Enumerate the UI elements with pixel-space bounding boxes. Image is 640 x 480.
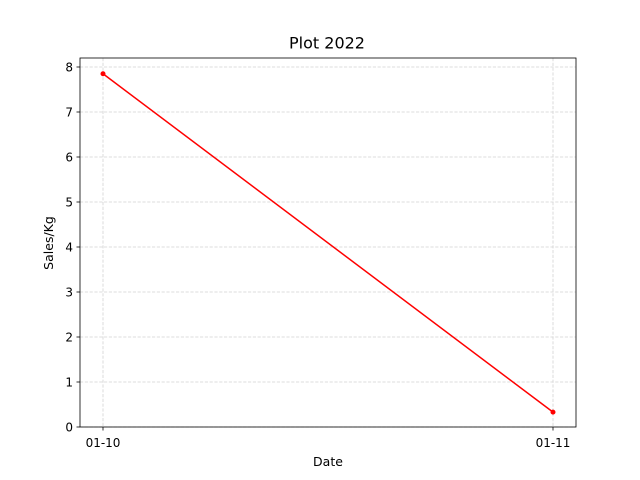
x-axis-label: Date [313, 454, 343, 469]
y-tick-label: 2 [65, 330, 73, 344]
data-point [550, 409, 556, 415]
y-tick-label: 4 [65, 240, 73, 254]
y-tick-label: 7 [65, 105, 73, 119]
y-tick-label: 3 [65, 285, 73, 299]
data-point [100, 71, 106, 77]
y-axis-label: Sales/Kg [41, 216, 56, 270]
y-tick-label: 0 [65, 420, 73, 434]
plot-frame [79, 57, 577, 428]
axes-group: 0 1 2 3 4 5 6 7 8 01-10 01-11 [65, 57, 577, 450]
series-group [100, 71, 556, 415]
y-tick-label: 6 [65, 150, 73, 164]
x-tick-label: 01-10 [86, 436, 121, 450]
x-tick-label: 01-11 [536, 436, 571, 450]
grid-lines [80, 58, 576, 428]
chart-title: Plot 2022 [289, 34, 365, 53]
series-line [102, 73, 554, 413]
y-tick-label: 8 [65, 60, 73, 74]
y-tick-label: 1 [65, 375, 73, 389]
y-tick-label: 5 [65, 195, 73, 209]
